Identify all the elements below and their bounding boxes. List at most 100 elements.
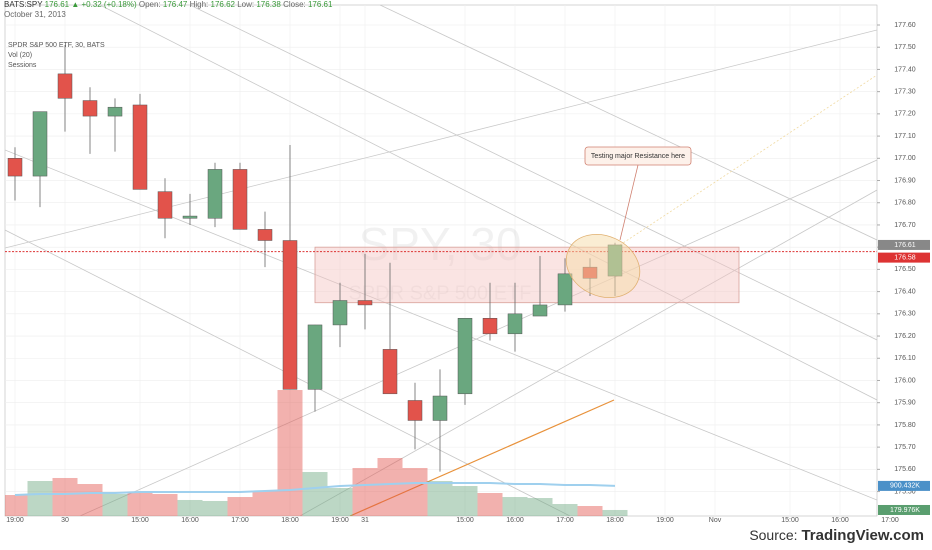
candle-body xyxy=(82,100,98,117)
y-tick-label: 176.80 xyxy=(894,200,916,207)
volume-bar xyxy=(152,494,178,516)
x-tick-label: 18:00 xyxy=(606,517,624,524)
callout-box xyxy=(584,146,692,166)
trendline xyxy=(79,159,877,516)
x-tick-label: 17:00 xyxy=(231,517,249,524)
value: 176.61 xyxy=(307,0,333,9)
volume-bar xyxy=(252,490,278,516)
candle-body xyxy=(532,304,548,317)
candle-body xyxy=(182,215,198,219)
change: ▲ +0.32 (+0.18%) xyxy=(71,0,137,9)
candle-body xyxy=(257,229,273,241)
source-label: Source: xyxy=(749,527,798,543)
trendline xyxy=(5,149,877,501)
volume-bar xyxy=(352,467,378,516)
price-line-label: 176.58 xyxy=(894,254,916,261)
volume-bar xyxy=(452,486,478,516)
volume-ma-line xyxy=(14,482,616,497)
last-volume-label: 179.976K xyxy=(890,507,920,514)
candle-body xyxy=(232,169,248,230)
x-tick-label: 16:00 xyxy=(181,517,199,524)
y-tick-label: 177.00 xyxy=(894,155,916,162)
y-tick-label: 177.40 xyxy=(894,66,916,73)
volume-bar xyxy=(277,390,303,516)
y-tick-label: 176.10 xyxy=(894,355,916,362)
label: Low: xyxy=(237,0,255,9)
candle-body xyxy=(157,191,173,219)
volume-bar xyxy=(477,493,503,516)
x-tick-label: 19:00 xyxy=(656,517,674,524)
volume-bar xyxy=(5,495,28,516)
y-tick-label: 175.90 xyxy=(894,400,916,407)
y-tick-label: 175.50 xyxy=(894,488,916,495)
candle-body xyxy=(382,349,398,395)
y-tick-label: 176.50 xyxy=(894,266,916,273)
symbol: BATS:SPY xyxy=(4,0,43,9)
x-tick-label: 15:00 xyxy=(781,517,799,524)
watermark-symbol: SPY, 30 xyxy=(359,218,522,270)
volume-bar xyxy=(77,484,103,516)
y-tick-label: 177.30 xyxy=(894,88,916,95)
candle-body xyxy=(107,106,123,117)
y-tick-label: 175.60 xyxy=(894,466,916,473)
candle-body xyxy=(507,313,523,335)
candle-body xyxy=(457,318,473,395)
y-tick-label: 175.70 xyxy=(894,444,916,451)
candle-body xyxy=(282,240,298,390)
label: High: xyxy=(189,0,209,9)
annotation: Testing major Resistance here xyxy=(591,153,685,160)
x-tick-label: 31 xyxy=(361,517,369,524)
volume-bar xyxy=(102,494,128,516)
x-tick-label: 16:00 xyxy=(831,517,849,524)
value: 176.62 xyxy=(210,0,235,9)
volume-bar xyxy=(377,458,403,516)
trendline xyxy=(349,399,615,516)
x-tick-label: 18:00 xyxy=(281,517,299,524)
volume-bar xyxy=(427,481,453,516)
x-tick-label: 16:00 xyxy=(506,517,524,524)
volume-bar xyxy=(302,472,328,516)
x-tick-label: 15:00 xyxy=(456,517,474,524)
plot-area xyxy=(4,4,878,517)
y-tick-label: 177.50 xyxy=(894,44,916,51)
y-tick-label: 176.90 xyxy=(894,177,916,184)
volume-bar xyxy=(227,497,253,516)
trendline xyxy=(5,29,877,249)
volume-bar xyxy=(127,491,153,516)
x-tick-label: 15:00 xyxy=(131,517,149,524)
candle-body xyxy=(432,395,448,421)
volume-bar xyxy=(527,498,553,516)
candle-body xyxy=(407,400,423,421)
y-tick-label: 176.20 xyxy=(894,333,916,340)
volume-ma-label: 900.432K xyxy=(890,483,920,490)
trendline xyxy=(379,5,877,241)
x-tick-label: 17:00 xyxy=(556,517,574,524)
candle-body xyxy=(482,318,498,335)
volume-bar xyxy=(177,499,203,516)
candle-body xyxy=(207,169,223,219)
last-volume-label-box xyxy=(878,504,930,515)
value: 176.47 xyxy=(162,0,188,9)
last-price: 176.61 xyxy=(44,0,70,9)
label: Open: xyxy=(138,0,161,9)
y-tick-label: 176.00 xyxy=(894,377,916,384)
last-price-label-box xyxy=(878,239,930,250)
volume-bar xyxy=(577,506,603,516)
candle-body xyxy=(307,324,323,390)
volume-bar xyxy=(327,487,353,516)
callout-pointer xyxy=(619,164,639,241)
volume-bar xyxy=(402,467,428,516)
footer: Source: TradingView.com xyxy=(749,527,924,544)
y-tick-label: 176.70 xyxy=(894,222,916,229)
candle-body xyxy=(332,300,348,326)
y-tick-label: 177.20 xyxy=(894,111,916,118)
volume-bar xyxy=(602,509,628,516)
y-tick-label: 176.30 xyxy=(894,311,916,318)
resistance-zone xyxy=(314,246,740,304)
last-price-label: 176.61 xyxy=(894,242,916,249)
x-tick-label: 30 xyxy=(61,517,69,524)
candle-body xyxy=(57,73,73,99)
candle-body xyxy=(32,111,48,177)
watermark-name: SPDR S&P 500 ETF xyxy=(348,282,531,304)
